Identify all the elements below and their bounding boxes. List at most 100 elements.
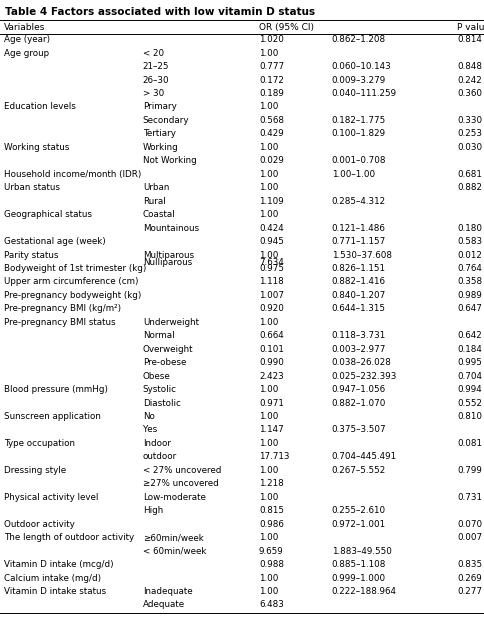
Text: 1.00: 1.00: [259, 466, 278, 475]
Text: 0.552: 0.552: [457, 399, 483, 408]
Text: 0.848: 0.848: [457, 62, 483, 71]
Text: Yes: Yes: [143, 426, 157, 434]
Text: 0.815: 0.815: [259, 506, 284, 515]
Text: 0.777: 0.777: [259, 62, 284, 71]
Text: Systolic: Systolic: [143, 385, 177, 394]
Text: 0.375–3.507: 0.375–3.507: [332, 426, 386, 434]
Text: High: High: [143, 506, 163, 515]
Text: 0.100–1.829: 0.100–1.829: [332, 130, 386, 138]
Text: 1.007: 1.007: [259, 291, 284, 300]
Text: 0.704: 0.704: [457, 371, 483, 381]
Text: 26–30: 26–30: [143, 75, 169, 85]
Text: 0.172: 0.172: [259, 75, 284, 85]
Text: Variables: Variables: [4, 23, 45, 33]
Text: Vitamin D intake status: Vitamin D intake status: [4, 587, 106, 596]
Text: 1.00–1.00: 1.00–1.00: [332, 170, 375, 179]
Text: Low-moderate: Low-moderate: [143, 493, 206, 502]
Text: 1.00: 1.00: [259, 183, 278, 193]
Text: 0.647: 0.647: [457, 304, 482, 313]
Text: Household income/month (IDR): Household income/month (IDR): [4, 170, 141, 179]
Text: 0.001–0.708: 0.001–0.708: [332, 156, 386, 165]
Text: 0.222–188.964: 0.222–188.964: [332, 587, 396, 596]
Text: Normal: Normal: [143, 331, 174, 340]
Text: 0.947–1.056: 0.947–1.056: [332, 385, 386, 394]
Text: 1.00: 1.00: [259, 587, 278, 596]
Text: 0.429: 0.429: [259, 130, 284, 138]
Text: Secondary: Secondary: [143, 116, 189, 125]
Text: 1.00: 1.00: [259, 533, 278, 542]
Text: Bodyweight of 1st trimester (kg): Bodyweight of 1st trimester (kg): [4, 264, 146, 273]
Text: < 60min/week: < 60min/week: [143, 547, 206, 556]
Text: 1.109: 1.109: [259, 197, 284, 205]
Text: 1.00: 1.00: [259, 170, 278, 179]
Text: 7.634: 7.634: [259, 258, 284, 267]
Text: 0.182–1.775: 0.182–1.775: [332, 116, 386, 125]
Text: 1.147: 1.147: [259, 426, 284, 434]
Text: Sunscreen application: Sunscreen application: [4, 412, 101, 421]
Text: 0.267–5.552: 0.267–5.552: [332, 466, 386, 475]
Text: 0.030: 0.030: [457, 143, 483, 152]
Text: 0.681: 0.681: [457, 170, 482, 179]
Text: 0.840–1.207: 0.840–1.207: [332, 291, 386, 300]
Text: 1.00: 1.00: [259, 251, 278, 260]
Text: 0.885–1.108: 0.885–1.108: [332, 560, 386, 569]
Text: 0.882–1.070: 0.882–1.070: [332, 399, 386, 408]
Text: 0.568: 0.568: [259, 116, 284, 125]
Text: Table 4 Factors associated with low vitamin D status: Table 4 Factors associated with low vita…: [5, 7, 315, 17]
Text: 0.424: 0.424: [259, 223, 284, 233]
Text: 0.999–1.000: 0.999–1.000: [332, 574, 386, 582]
Text: 0.012: 0.012: [457, 251, 482, 260]
Text: ≥27% uncovered: ≥27% uncovered: [143, 479, 219, 488]
Text: 0.180: 0.180: [457, 223, 483, 233]
Text: Pre-obese: Pre-obese: [143, 358, 186, 367]
Text: OR (95% CI): OR (95% CI): [259, 23, 314, 33]
Text: 0.731: 0.731: [457, 493, 483, 502]
Text: 0.007: 0.007: [457, 533, 483, 542]
Text: 0.358: 0.358: [457, 278, 483, 286]
Text: Diastolic: Diastolic: [143, 399, 181, 408]
Text: 0.826–1.151: 0.826–1.151: [332, 264, 386, 273]
Text: Pre-pregnancy bodyweight (kg): Pre-pregnancy bodyweight (kg): [4, 291, 141, 300]
Text: Education levels: Education levels: [4, 102, 76, 112]
Text: 0.971: 0.971: [259, 399, 284, 408]
Text: 0.642: 0.642: [457, 331, 482, 340]
Text: Dressing style: Dressing style: [4, 466, 66, 475]
Text: Not Working: Not Working: [143, 156, 197, 165]
Text: 0.799: 0.799: [457, 466, 482, 475]
Text: Parity status: Parity status: [4, 251, 59, 260]
Text: Calcium intake (mg/d): Calcium intake (mg/d): [4, 574, 101, 582]
Text: 0.277: 0.277: [457, 587, 483, 596]
Text: 0.995: 0.995: [457, 358, 482, 367]
Text: 1.00: 1.00: [259, 385, 278, 394]
Text: 0.945: 0.945: [259, 237, 284, 246]
Text: 0.060–10.143: 0.060–10.143: [332, 62, 391, 71]
Text: 0.009–3.279: 0.009–3.279: [332, 75, 386, 85]
Text: 0.704–445.491: 0.704–445.491: [332, 452, 397, 462]
Text: 0.771–1.157: 0.771–1.157: [332, 237, 386, 246]
Text: 0.285–4.312: 0.285–4.312: [332, 197, 386, 205]
Text: 0.814: 0.814: [457, 35, 482, 44]
Text: Overweight: Overweight: [143, 345, 193, 354]
Text: Adequate: Adequate: [143, 600, 185, 610]
Text: 1.00: 1.00: [259, 493, 278, 502]
Text: 0.038–26.028: 0.038–26.028: [332, 358, 392, 367]
Text: Working: Working: [143, 143, 179, 152]
Text: 0.975: 0.975: [259, 264, 284, 273]
Text: 0.989: 0.989: [457, 291, 482, 300]
Text: 0.882: 0.882: [457, 183, 483, 193]
Text: 0.810: 0.810: [457, 412, 483, 421]
Text: 0.121–1.486: 0.121–1.486: [332, 223, 385, 233]
Text: 1.118: 1.118: [259, 278, 284, 286]
Text: Working status: Working status: [4, 143, 69, 152]
Text: 0.253: 0.253: [457, 130, 483, 138]
Text: 0.583: 0.583: [457, 237, 483, 246]
Text: 0.101: 0.101: [259, 345, 284, 354]
Text: 0.862–1.208: 0.862–1.208: [332, 35, 386, 44]
Text: < 20: < 20: [143, 49, 164, 57]
Text: 0.118–3.731: 0.118–3.731: [332, 331, 386, 340]
Text: 1.218: 1.218: [259, 479, 284, 488]
Text: Outdoor activity: Outdoor activity: [4, 520, 75, 529]
Text: Blood pressure (mmHg): Blood pressure (mmHg): [4, 385, 108, 394]
Text: 0.070: 0.070: [457, 520, 483, 529]
Text: 0.972–1.001: 0.972–1.001: [332, 520, 386, 529]
